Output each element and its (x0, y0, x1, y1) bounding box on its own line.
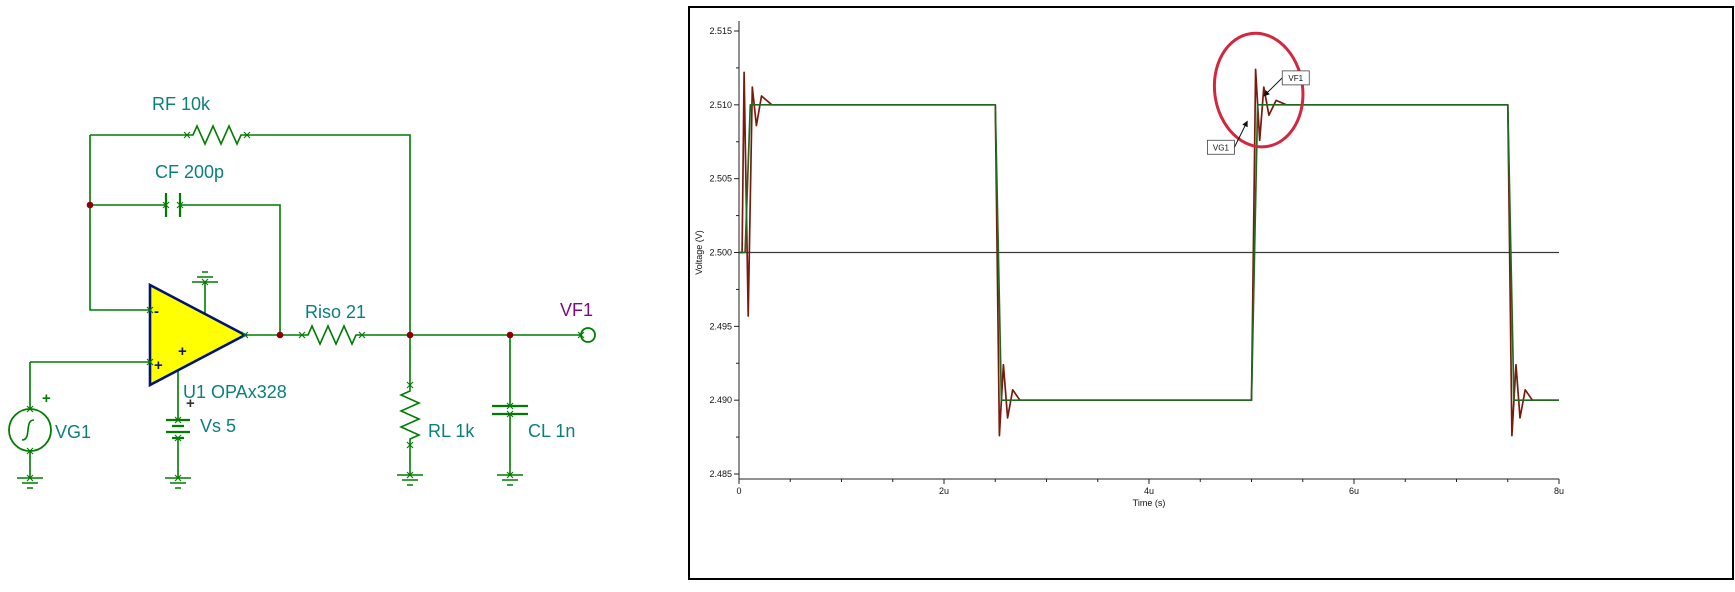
junction-dot (276, 331, 284, 339)
flag-leader-line (1233, 120, 1248, 148)
probe-terminal (580, 327, 596, 343)
trace-vg1 (739, 103, 1559, 402)
y-tick-label: 2.490 (709, 395, 732, 405)
resistor-symbol (187, 124, 247, 146)
ground-symbols (17, 271, 523, 489)
y-tick-label: 2.495 (709, 321, 732, 331)
label-opamp: U1 OPAx328 (183, 382, 287, 402)
flag-vf1[interactable]: VF1 (1263, 70, 1310, 97)
resistor-rf[interactable]: RF 10k (152, 94, 247, 146)
junction-dot (406, 331, 414, 339)
opamp-supply-plus-sign: + (178, 343, 187, 360)
flag-box (1281, 70, 1310, 86)
opamp-u1[interactable]: - + + U1 OPAx328 (148, 282, 287, 402)
wires (29, 134, 581, 478)
capacitor-cl[interactable]: CL 1n (492, 404, 575, 441)
flag-label: VF1 (1288, 74, 1303, 83)
schematic-canvas: RF 10k CF 200p - + + U1 OPAx328 Riso 21 … (8, 94, 596, 489)
waveform-plot: 2.485 2.490 2.495 2.500 2.505 2.510 2.515 0 2u 4u… (694, 21, 1564, 508)
opamp-minus-sign: - (154, 303, 159, 320)
label-rf: RF 10k (152, 94, 211, 114)
plot-panel: 2.485 2.490 2.495 2.500 2.505 2.510 2.515 0 2u 4u… (688, 6, 1734, 580)
x-axis-label: Time (s) (1133, 498, 1166, 508)
label-vg1: VG1 (55, 422, 91, 442)
vs-plus-sign: + (186, 395, 195, 412)
flag-vg1[interactable]: VG1 (1207, 120, 1248, 155)
opamp-plus-sign: + (154, 357, 163, 374)
label-cf: CF 200p (155, 162, 224, 182)
junction-dot (506, 331, 514, 339)
source-waveform-glyph (21, 419, 35, 441)
flag-label: VG1 (1213, 143, 1230, 152)
x-tick-label: 2u (939, 486, 949, 496)
label-vs: Vs 5 (200, 416, 236, 436)
pin-crosses (26, 131, 585, 482)
y-tick-label: 2.515 (709, 26, 732, 36)
capacitor-cf[interactable]: CF 200p (155, 162, 224, 217)
flag-box (1207, 139, 1235, 155)
y-tick-label: 2.505 (709, 174, 732, 184)
resistor-rl[interactable]: RL 1k (399, 385, 475, 445)
ground-symbol-path (17, 271, 523, 489)
vg1-plus-sign: + (42, 390, 51, 407)
source-vg1[interactable]: + VG1 (8, 390, 91, 452)
tick-labels: 2.485 2.490 2.495 2.500 2.505 2.510 2.515 0 2u 4u… (694, 26, 1564, 508)
y-axis-label: Voltage (V) (694, 230, 704, 275)
junction-dots (86, 201, 514, 339)
capacitor-symbol (492, 404, 528, 416)
probe-vf1[interactable]: VF1 (560, 300, 596, 343)
resistor-riso[interactable]: Riso 21 (302, 302, 366, 346)
y-tick-label: 2.510 (709, 100, 732, 110)
resistor-symbol (399, 385, 421, 445)
x-tick-label: 6u (1349, 486, 1359, 496)
source-symbol (8, 408, 52, 452)
x-tick-label: 4u (1144, 486, 1154, 496)
y-tick-label: 2.485 (709, 469, 732, 479)
battery-symbol (166, 418, 190, 440)
flag-leader-line (1263, 77, 1283, 97)
pin-cross-path (26, 131, 585, 482)
schematic-panel: RF 10k CF 200p - + + U1 OPAx328 Riso 21 … (0, 0, 690, 587)
label-vf1: VF1 (560, 300, 593, 320)
x-tick-label: 8u (1554, 486, 1564, 496)
label-riso: Riso 21 (305, 302, 366, 322)
y-tick-label: 2.500 (709, 248, 732, 258)
axes (734, 21, 1560, 484)
opamp-triangle (148, 282, 248, 388)
resistor-symbol (302, 324, 362, 346)
x-tick-label: 0 (736, 486, 741, 496)
junction-dot (86, 201, 94, 209)
label-cl: CL 1n (528, 421, 575, 441)
capacitor-symbol (164, 193, 182, 217)
label-rl: RL 1k (428, 421, 475, 441)
